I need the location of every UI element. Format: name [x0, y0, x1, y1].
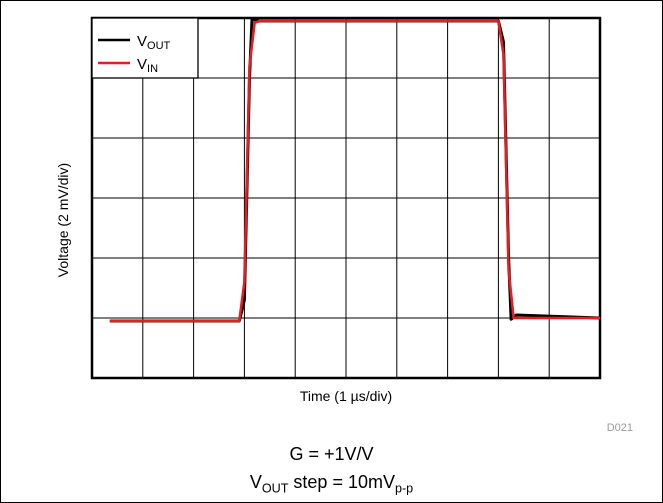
legend: VOUT VIN [91, 17, 199, 79]
legend-box [91, 17, 199, 79]
caption-step: VOUT step = 10mVp-p [0, 472, 663, 495]
x-axis-label-unit: µs/div) [350, 388, 393, 404]
caption-step-mid: step = 10mV [288, 472, 395, 492]
series-line-in [109, 19, 600, 323]
x-axis-label-prefix: Time (1 [299, 388, 351, 404]
caption-gain: G = +1V/V [289, 444, 374, 464]
figure-id-annotation: D021 [606, 422, 633, 434]
caption-step-sub2: p-p [394, 481, 414, 496]
legend-label-vout: VOUT [137, 33, 171, 52]
series-layer [109, 17, 601, 323]
legend-label-vin: VIN [137, 56, 158, 75]
caption-step-sub: OUT [261, 481, 289, 496]
caption-step-v: V [249, 472, 262, 492]
x-axis-label: Time (1 µs/div) [92, 388, 600, 404]
y-axis-label: Voltage (2 mV/div) [55, 162, 71, 278]
